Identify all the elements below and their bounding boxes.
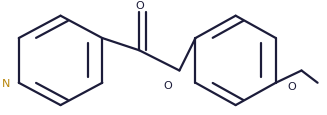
Text: O: O [164,80,173,90]
Text: O: O [287,81,296,91]
Text: N: N [2,78,10,88]
Text: O: O [135,1,144,11]
